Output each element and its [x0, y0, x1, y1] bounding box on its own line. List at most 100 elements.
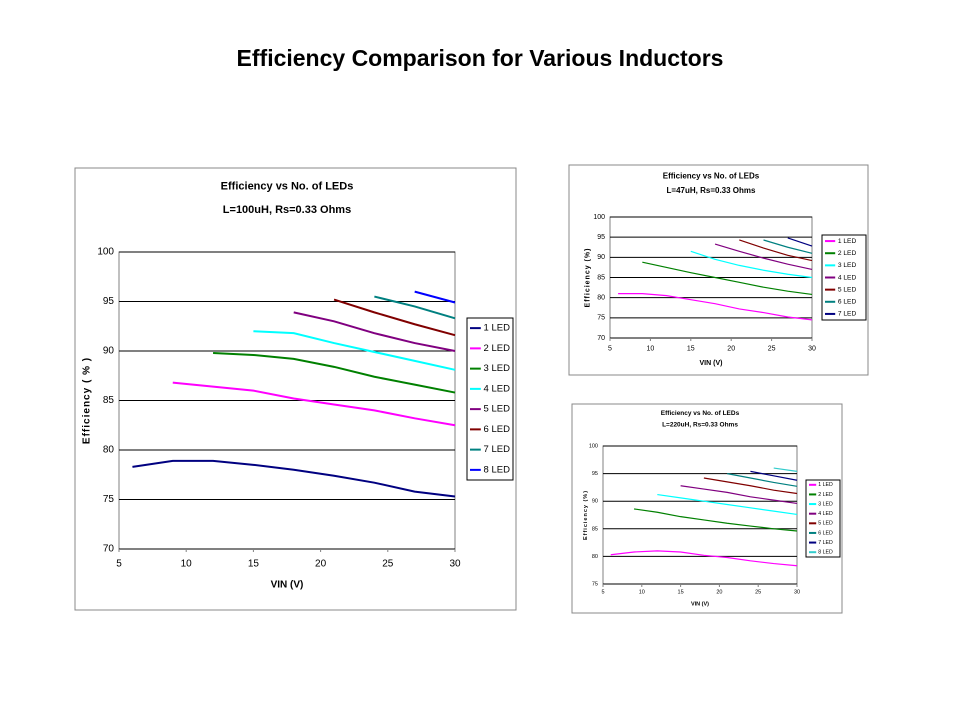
chart-subtitle: L=220uH, Rs=0.33 Ohms [662, 422, 738, 429]
y-tick-label: 95 [103, 296, 115, 307]
series-line [333, 298, 456, 337]
series-line [750, 470, 798, 481]
series-line [618, 293, 813, 321]
series-line [253, 330, 456, 371]
y-tick-label: 95 [592, 471, 598, 477]
series-line [414, 290, 456, 304]
x-tick-label: 10 [181, 559, 193, 570]
y-tick-label: 75 [103, 494, 115, 505]
legend-label: 6 LED [818, 530, 833, 536]
legend-label: 5 LED [818, 521, 833, 527]
series-line [172, 381, 456, 427]
legend-label: 2 LED [838, 250, 857, 257]
series-line [763, 239, 813, 254]
chart-title: Efficiency vs No. of LEDs [663, 172, 760, 181]
x-tick-label: 20 [727, 345, 735, 352]
legend-label: 6 LED [838, 299, 857, 306]
y-tick-label: 85 [597, 274, 605, 281]
x-axis-label: VIN (V) [700, 360, 723, 367]
y-tick-label: 75 [597, 315, 605, 322]
y-tick-label: 100 [589, 443, 598, 449]
y-tick-label: 100 [593, 214, 605, 221]
legend-label: 7 LED [838, 311, 857, 318]
x-tick-label: 30 [449, 559, 461, 570]
y-axis-label: Efficiency (%) [583, 490, 589, 540]
series-line [213, 351, 456, 394]
series-line [773, 467, 798, 472]
series-line [642, 261, 813, 296]
series-line [787, 237, 813, 247]
chart-title: Efficiency vs No. of LEDs [221, 180, 354, 192]
series-line [610, 550, 798, 567]
legend-label: 1 LED [818, 482, 833, 488]
legend-label: 4 LED [484, 383, 511, 394]
series-line [633, 508, 798, 532]
y-tick-label: 90 [103, 346, 115, 357]
y-tick-label: 75 [592, 581, 598, 587]
legend-label: 7 LED [484, 444, 511, 455]
legend-label: 3 LED [484, 363, 511, 374]
legend-label: 4 LED [838, 274, 857, 281]
x-tick-label: 25 [755, 590, 761, 596]
chart-title: Efficiency vs No. of LEDs [661, 410, 740, 417]
y-tick-label: 90 [597, 254, 605, 261]
series-line [374, 295, 456, 320]
series-line [714, 243, 813, 271]
y-tick-label: 90 [592, 499, 598, 505]
x-tick-label: 20 [716, 590, 722, 596]
x-tick-label: 20 [315, 559, 327, 570]
slide-title: Efficiency Comparison for Various Induct… [237, 45, 724, 71]
legend-label: 7 LED [818, 540, 833, 546]
x-tick-label: 5 [608, 345, 612, 352]
legend-label: 1 LED [484, 323, 511, 334]
y-tick-label: 70 [103, 544, 115, 555]
series-line [690, 250, 813, 279]
x-tick-label: 5 [116, 559, 122, 570]
y-axis-label: Efficiency (%) [584, 248, 591, 308]
x-tick-label: 15 [248, 559, 260, 570]
legend-label: 2 LED [484, 343, 511, 354]
y-tick-label: 80 [597, 295, 605, 302]
chart-subtitle: L=100uH, Rs=0.33 Ohms [223, 204, 351, 216]
series-line [657, 493, 798, 516]
y-tick-label: 85 [103, 395, 115, 406]
y-axis-label: Efficiency ( % ) [82, 357, 93, 444]
legend-label: 4 LED [818, 511, 833, 517]
y-tick-label: 80 [103, 445, 115, 456]
legend-label: 3 LED [838, 262, 857, 269]
legend-box [466, 317, 514, 481]
chart-subtitle: L=47uH, Rs=0.33 Ohms [667, 186, 756, 195]
x-tick-label: 30 [794, 590, 800, 596]
legend-label: 8 LED [484, 464, 511, 475]
x-tick-label: 30 [808, 345, 816, 352]
series-line [739, 239, 813, 262]
y-tick-label: 80 [592, 554, 598, 560]
legend-label: 3 LED [818, 501, 833, 507]
plot-area [602, 445, 798, 585]
series-line [132, 459, 456, 498]
x-tick-label: 25 [768, 345, 776, 352]
legend-label: 5 LED [484, 404, 511, 415]
x-axis-label: VIN (V) [271, 580, 304, 591]
legend-label: 8 LED [818, 550, 833, 556]
x-tick-label: 10 [639, 590, 645, 596]
x-axis-label: VIN (V) [691, 601, 709, 607]
series-line [703, 477, 798, 495]
y-tick-label: 100 [97, 247, 114, 258]
y-tick-label: 95 [597, 234, 605, 241]
x-tick-label: 5 [601, 590, 604, 596]
legend-label: 2 LED [818, 492, 833, 498]
series-line [293, 311, 456, 352]
legend-label: 1 LED [838, 238, 857, 245]
legend-label: 5 LED [838, 286, 857, 293]
x-tick-label: 15 [678, 590, 684, 596]
x-tick-label: 25 [382, 559, 394, 570]
legend-label: 6 LED [484, 424, 511, 435]
legend-box [805, 479, 841, 558]
series-line [727, 473, 798, 487]
x-tick-label: 15 [687, 345, 695, 352]
y-tick-label: 85 [592, 526, 598, 532]
x-tick-label: 10 [647, 345, 655, 352]
series-line [680, 485, 798, 505]
